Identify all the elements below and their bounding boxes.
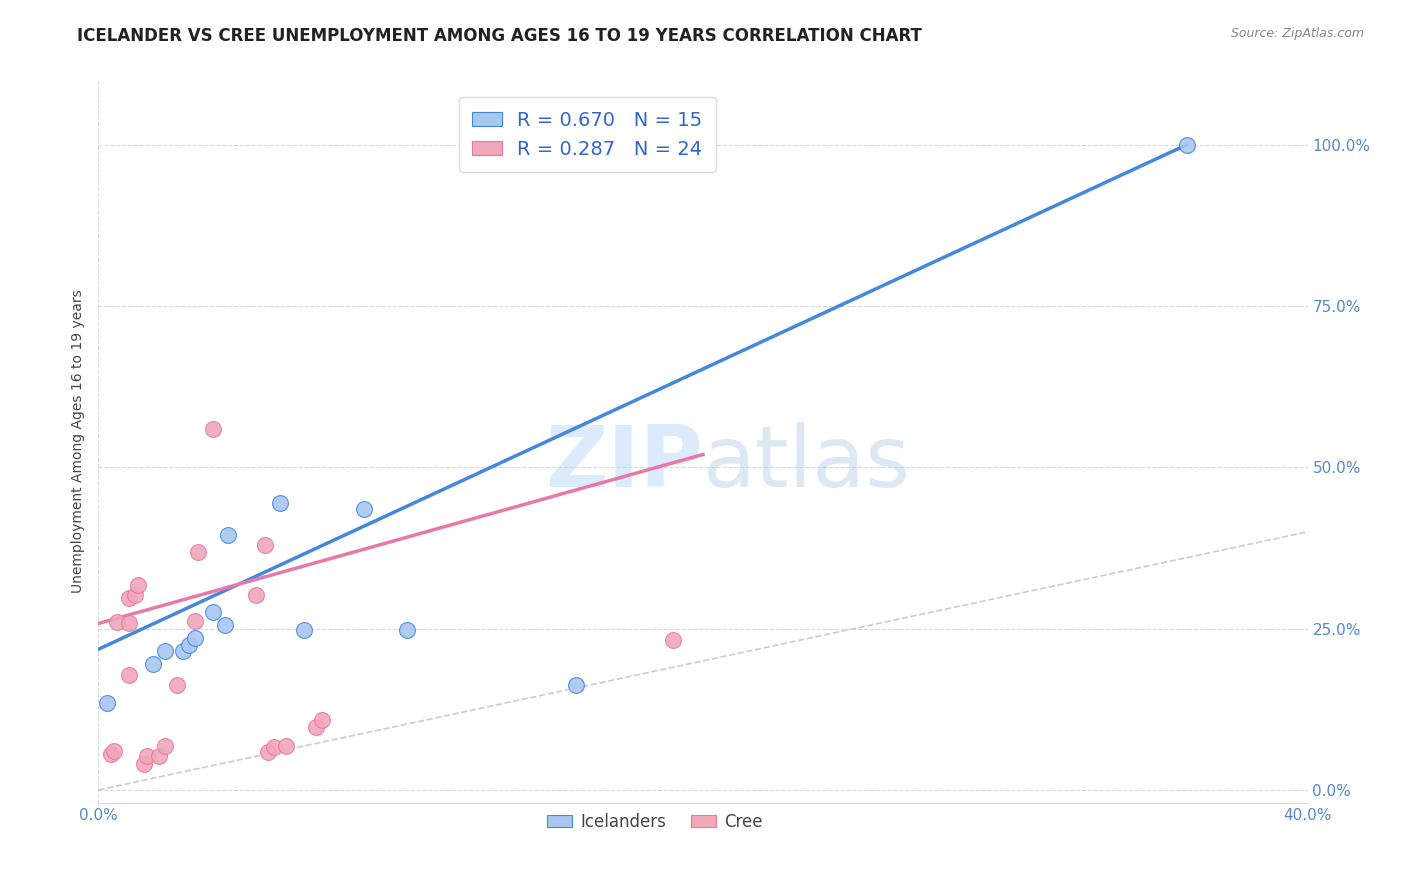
- Point: [305, 720, 328, 734]
- Point: [395, 623, 418, 637]
- Point: [118, 591, 141, 605]
- Point: [118, 668, 141, 682]
- Point: [565, 678, 588, 692]
- Point: [353, 502, 375, 516]
- Point: [217, 528, 239, 542]
- Point: [184, 614, 207, 628]
- Point: [245, 588, 267, 602]
- Point: [153, 644, 176, 658]
- Point: [253, 538, 276, 552]
- Point: [263, 740, 285, 755]
- Point: [124, 588, 146, 602]
- Text: atlas: atlas: [703, 422, 911, 505]
- Point: [187, 545, 209, 559]
- Text: ZIP: ZIP: [546, 422, 703, 505]
- Point: [202, 606, 225, 620]
- Point: [311, 713, 333, 727]
- Y-axis label: Unemployment Among Ages 16 to 19 years: Unemployment Among Ages 16 to 19 years: [70, 290, 84, 593]
- Point: [135, 749, 157, 764]
- Point: [118, 616, 141, 631]
- Point: [274, 739, 297, 753]
- Point: [148, 749, 170, 764]
- Point: [1175, 137, 1198, 152]
- Point: [179, 638, 201, 652]
- Point: [202, 422, 225, 436]
- Point: [100, 747, 122, 762]
- Point: [105, 615, 128, 630]
- Point: [142, 657, 165, 672]
- Point: [153, 739, 176, 753]
- Point: [172, 644, 194, 658]
- Point: [166, 678, 188, 692]
- Point: [132, 757, 155, 772]
- Point: [214, 618, 236, 632]
- Point: [661, 633, 683, 648]
- Point: [292, 623, 315, 637]
- Point: [256, 746, 278, 760]
- Text: Source: ZipAtlas.com: Source: ZipAtlas.com: [1230, 27, 1364, 40]
- Text: ICELANDER VS CREE UNEMPLOYMENT AMONG AGES 16 TO 19 YEARS CORRELATION CHART: ICELANDER VS CREE UNEMPLOYMENT AMONG AGE…: [77, 27, 922, 45]
- Point: [127, 578, 149, 592]
- Point: [103, 744, 125, 758]
- Point: [184, 632, 207, 646]
- Legend: Icelanders, Cree: Icelanders, Cree: [540, 806, 769, 838]
- Point: [96, 696, 118, 710]
- Point: [269, 496, 291, 510]
